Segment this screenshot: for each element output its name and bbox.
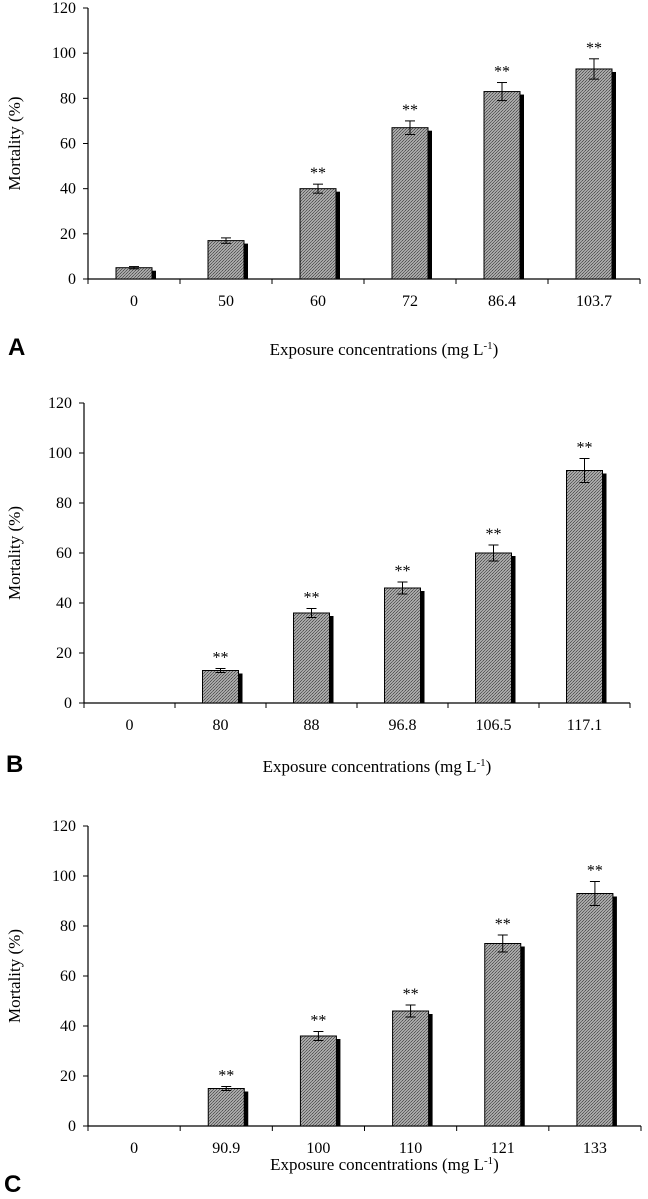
bar-80 (202, 670, 239, 704)
y-tick-label: 20 (60, 226, 76, 243)
y-tick-label: 20 (60, 1068, 76, 1085)
significance-marker: ** (395, 563, 411, 580)
bar-50 (207, 240, 245, 280)
bar-117.1 (566, 470, 603, 704)
y-tick-label: 0 (64, 695, 72, 712)
bar-100 (299, 1035, 337, 1127)
x-tick-label: 121 (491, 1140, 515, 1157)
bar-110 (392, 1010, 430, 1127)
x-tick-label: 106.5 (476, 717, 512, 734)
significance-marker: ** (213, 650, 229, 667)
x-tick-label: 117.1 (567, 717, 602, 734)
y-tick-label: 40 (56, 595, 72, 612)
significance-marker: ** (495, 916, 511, 933)
y-tick-label: 120 (48, 395, 72, 412)
y-tick-label: 40 (60, 1018, 76, 1035)
y-axis-title: Mortality (%) (5, 506, 24, 600)
significance-marker: ** (586, 40, 602, 57)
y-axis-title: Mortality (%) (5, 97, 24, 191)
y-axis-title: Mortality (%) (5, 929, 24, 1023)
y-tick-label: 0 (68, 271, 76, 288)
y-tick-label: 100 (52, 45, 76, 62)
y-tick-label: 80 (60, 90, 76, 107)
x-tick-label: 133 (583, 1140, 607, 1157)
y-tick-label: 120 (52, 0, 76, 17)
y-tick-label: 100 (52, 868, 76, 885)
bar-96.8 (384, 587, 421, 704)
x-tick-label: 0 (130, 293, 138, 310)
x-tick-label: 88 (304, 717, 320, 734)
y-tick-label: 0 (68, 1118, 76, 1135)
x-axis-title: Exposure concentrations (mg L-1) (263, 757, 492, 776)
bar-90.9 (207, 1088, 245, 1127)
y-tick-label: 60 (56, 545, 72, 562)
bar-88 (293, 612, 330, 704)
x-tick-label: 80 (213, 717, 229, 734)
panel-label: B (6, 751, 23, 778)
significance-marker: ** (310, 165, 326, 182)
bar-121 (484, 943, 522, 1127)
significance-marker: ** (218, 1068, 234, 1085)
bar-72 (391, 127, 429, 280)
bar-133 (576, 893, 614, 1127)
x-tick-label: 0 (126, 717, 134, 734)
x-tick-label: 90.9 (212, 1140, 240, 1157)
x-tick-label: 50 (218, 293, 234, 310)
significance-marker: ** (587, 863, 603, 880)
x-axis-title: Exposure concentrations (mg L-1) (270, 340, 499, 359)
significance-marker: ** (577, 440, 593, 457)
bar-106.5 (475, 552, 512, 704)
significance-marker: ** (402, 102, 418, 119)
bar-86.4 (483, 91, 521, 280)
y-tick-label: 40 (60, 181, 76, 198)
x-tick-label: 96.8 (389, 717, 417, 734)
y-tick-label: 100 (48, 445, 72, 462)
significance-marker: ** (403, 986, 419, 1003)
y-tick-label: 20 (56, 645, 72, 662)
bar-0 (115, 267, 153, 280)
x-tick-label: 72 (402, 293, 418, 310)
y-tick-label: 80 (56, 495, 72, 512)
panel-label: A (8, 334, 25, 361)
x-tick-label: 100 (306, 1140, 330, 1157)
x-tick-label: 103.7 (576, 293, 612, 310)
panel-label: C (4, 1171, 21, 1198)
chart-panel-b: 0 20 40 60 80 100 120 0 ** 80 ** 88 ** 96.8 ** 106.5 ** 1… (5, 395, 631, 778)
y-tick-label: 60 (60, 136, 76, 153)
significance-marker: ** (304, 590, 320, 607)
significance-marker: ** (494, 64, 510, 81)
y-tick-label: 60 (60, 968, 76, 985)
bar-103.7 (575, 68, 613, 280)
x-tick-label: 86.4 (488, 293, 516, 310)
significance-marker: ** (486, 526, 502, 543)
y-tick-label: 120 (52, 818, 76, 835)
x-tick-label: 0 (130, 1140, 138, 1157)
chart-panel-a: 0 20 40 60 80 100 120 0 50 ** 60 ** 72 ** 86.4 ** 103.7 M… (5, 0, 641, 361)
x-tick-label: 60 (310, 293, 326, 310)
y-tick-label: 80 (60, 918, 76, 935)
bar-60 (299, 188, 337, 280)
x-axis-title: Exposure concentrations (mg L-1) (270, 1155, 499, 1174)
chart-panel-c: 0 20 40 60 80 100 120 0 ** 90.9 ** 100 ** 110 ** 121 ** 1… (4, 818, 642, 1198)
x-tick-label: 110 (399, 1140, 422, 1157)
significance-marker: ** (310, 1013, 326, 1030)
